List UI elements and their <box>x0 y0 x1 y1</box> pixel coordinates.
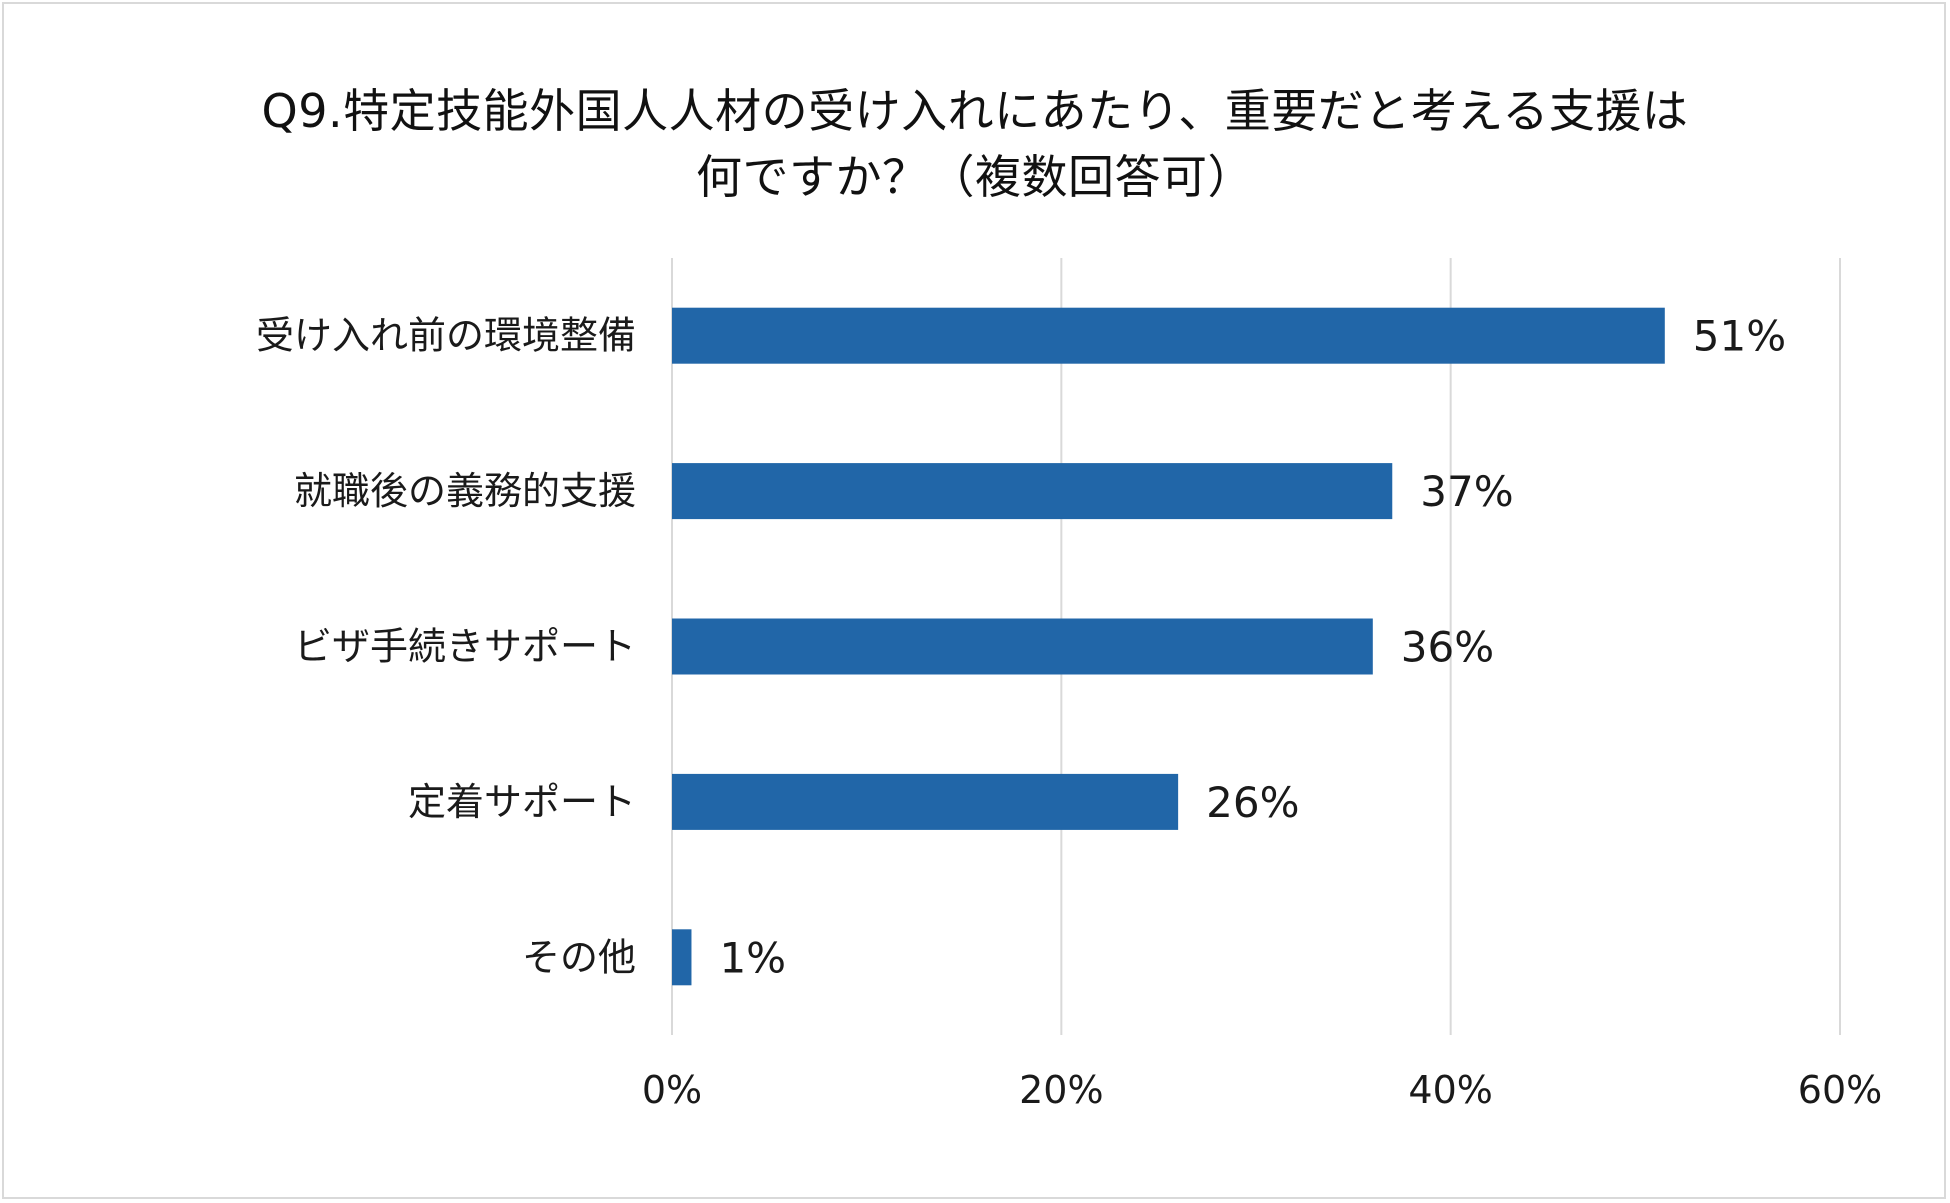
data-label: 1% <box>719 933 786 982</box>
category-label: 就職後の義務的支援 <box>294 469 636 513</box>
category-label: その他 <box>522 935 636 979</box>
bar <box>672 463 1393 520</box>
data-label: 37% <box>1420 467 1513 516</box>
bar <box>672 618 1373 675</box>
category-label: ビザ手続きサポート <box>294 625 636 669</box>
x-tick-label: 0% <box>642 1068 702 1112</box>
data-label: 51% <box>1693 312 1786 361</box>
chart-title-line1: Q9.特定技能外国人人材の受け入れにあたり、重要だと考える支援は <box>261 84 1689 138</box>
x-tick-label: 20% <box>1019 1068 1103 1112</box>
chart-title: Q9.特定技能外国人人材の受け入れにあたり、重要だと考える支援は 何ですか？（複… <box>0 78 1950 210</box>
bar <box>672 929 692 986</box>
bars <box>672 307 1665 986</box>
x-tick-label: 60% <box>1798 1068 1882 1112</box>
value-labels: 51% 37% 36% 26% 1% <box>719 312 1786 983</box>
data-label: 26% <box>1206 778 1299 827</box>
x-axis-ticks: 0% 20% 40% 60% <box>642 1068 1882 1112</box>
x-tick-label: 40% <box>1408 1068 1492 1112</box>
bar <box>672 307 1665 364</box>
category-label: 受け入れ前の環境整備 <box>256 314 636 358</box>
bar <box>672 773 1179 830</box>
category-label: 定着サポート <box>408 780 636 824</box>
data-label: 36% <box>1401 623 1494 672</box>
chart-title-line2: 何ですか？（複数回答可） <box>696 150 1254 204</box>
